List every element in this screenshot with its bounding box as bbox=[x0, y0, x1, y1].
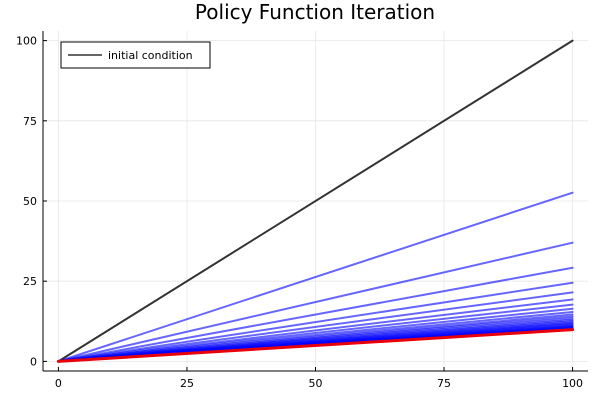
x-tick-label: 50 bbox=[309, 377, 323, 390]
legend-label-initial-condition: initial condition bbox=[108, 49, 193, 62]
x-tick-label: 0 bbox=[55, 377, 62, 390]
y-tick-label: 25 bbox=[23, 275, 37, 288]
x-tick-label: 100 bbox=[562, 377, 583, 390]
x-tick-label: 25 bbox=[180, 377, 194, 390]
y-tick-label: 0 bbox=[30, 355, 37, 368]
x-tick-label: 75 bbox=[437, 377, 451, 390]
series-iteration-2 bbox=[57, 241, 574, 363]
series-initial-condition bbox=[57, 39, 574, 363]
y-tick-label: 100 bbox=[16, 35, 37, 48]
series-iteration-4 bbox=[57, 281, 574, 363]
chart-title: Policy Function Iteration bbox=[195, 0, 435, 24]
y-tick-label: 75 bbox=[23, 115, 37, 128]
series-iteration-5 bbox=[57, 291, 574, 363]
y-tick-label: 50 bbox=[23, 195, 37, 208]
series-iteration-3 bbox=[57, 266, 574, 363]
grid bbox=[43, 31, 588, 371]
series-final-policy bbox=[56, 328, 575, 363]
series-lines bbox=[56, 39, 575, 363]
series-iteration-1 bbox=[57, 191, 574, 363]
legend: initial condition bbox=[60, 41, 211, 69]
axes: 0 25 50 75 100 0 25 50 75 100 bbox=[16, 31, 588, 390]
